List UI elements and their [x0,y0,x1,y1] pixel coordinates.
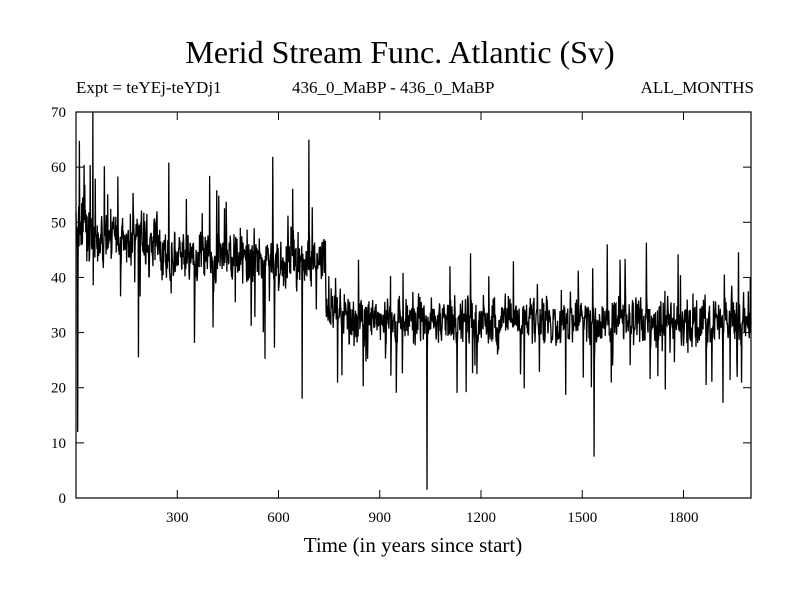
y-tick-label: 60 [51,160,66,176]
series-line [75,111,752,490]
x-tick-label: 600 [267,510,290,526]
y-tick-label: 30 [51,326,66,342]
y-axis: 0 10 20 30 40 50 60 70 [51,105,751,507]
x-tick-label: 1200 [466,510,496,526]
x-tick-label: 900 [369,510,392,526]
chart-title: Merid Stream Func. Atlantic (Sv) [185,34,615,70]
y-tick-label: 0 [59,491,67,507]
x-tick-label: 1800 [669,510,699,526]
period-label: 436_0_MaBP - 436_0_MaBP [292,78,495,97]
experiment-label: Expt = teYEj-teYDj1 [76,78,222,97]
x-tick-label: 300 [166,510,189,526]
y-tick-label: 10 [51,436,66,452]
y-tick-label: 50 [51,215,66,231]
x-axis-label: Time (in years since start) [304,533,523,557]
x-tick-label: 1500 [567,510,597,526]
x-axis: 300 600 900 1200 1500 1800 [166,112,699,526]
y-tick-label: 70 [51,105,66,121]
y-tick-label: 20 [51,381,66,397]
months-label: ALL_MONTHS [640,78,754,97]
y-tick-label: 40 [51,270,66,286]
